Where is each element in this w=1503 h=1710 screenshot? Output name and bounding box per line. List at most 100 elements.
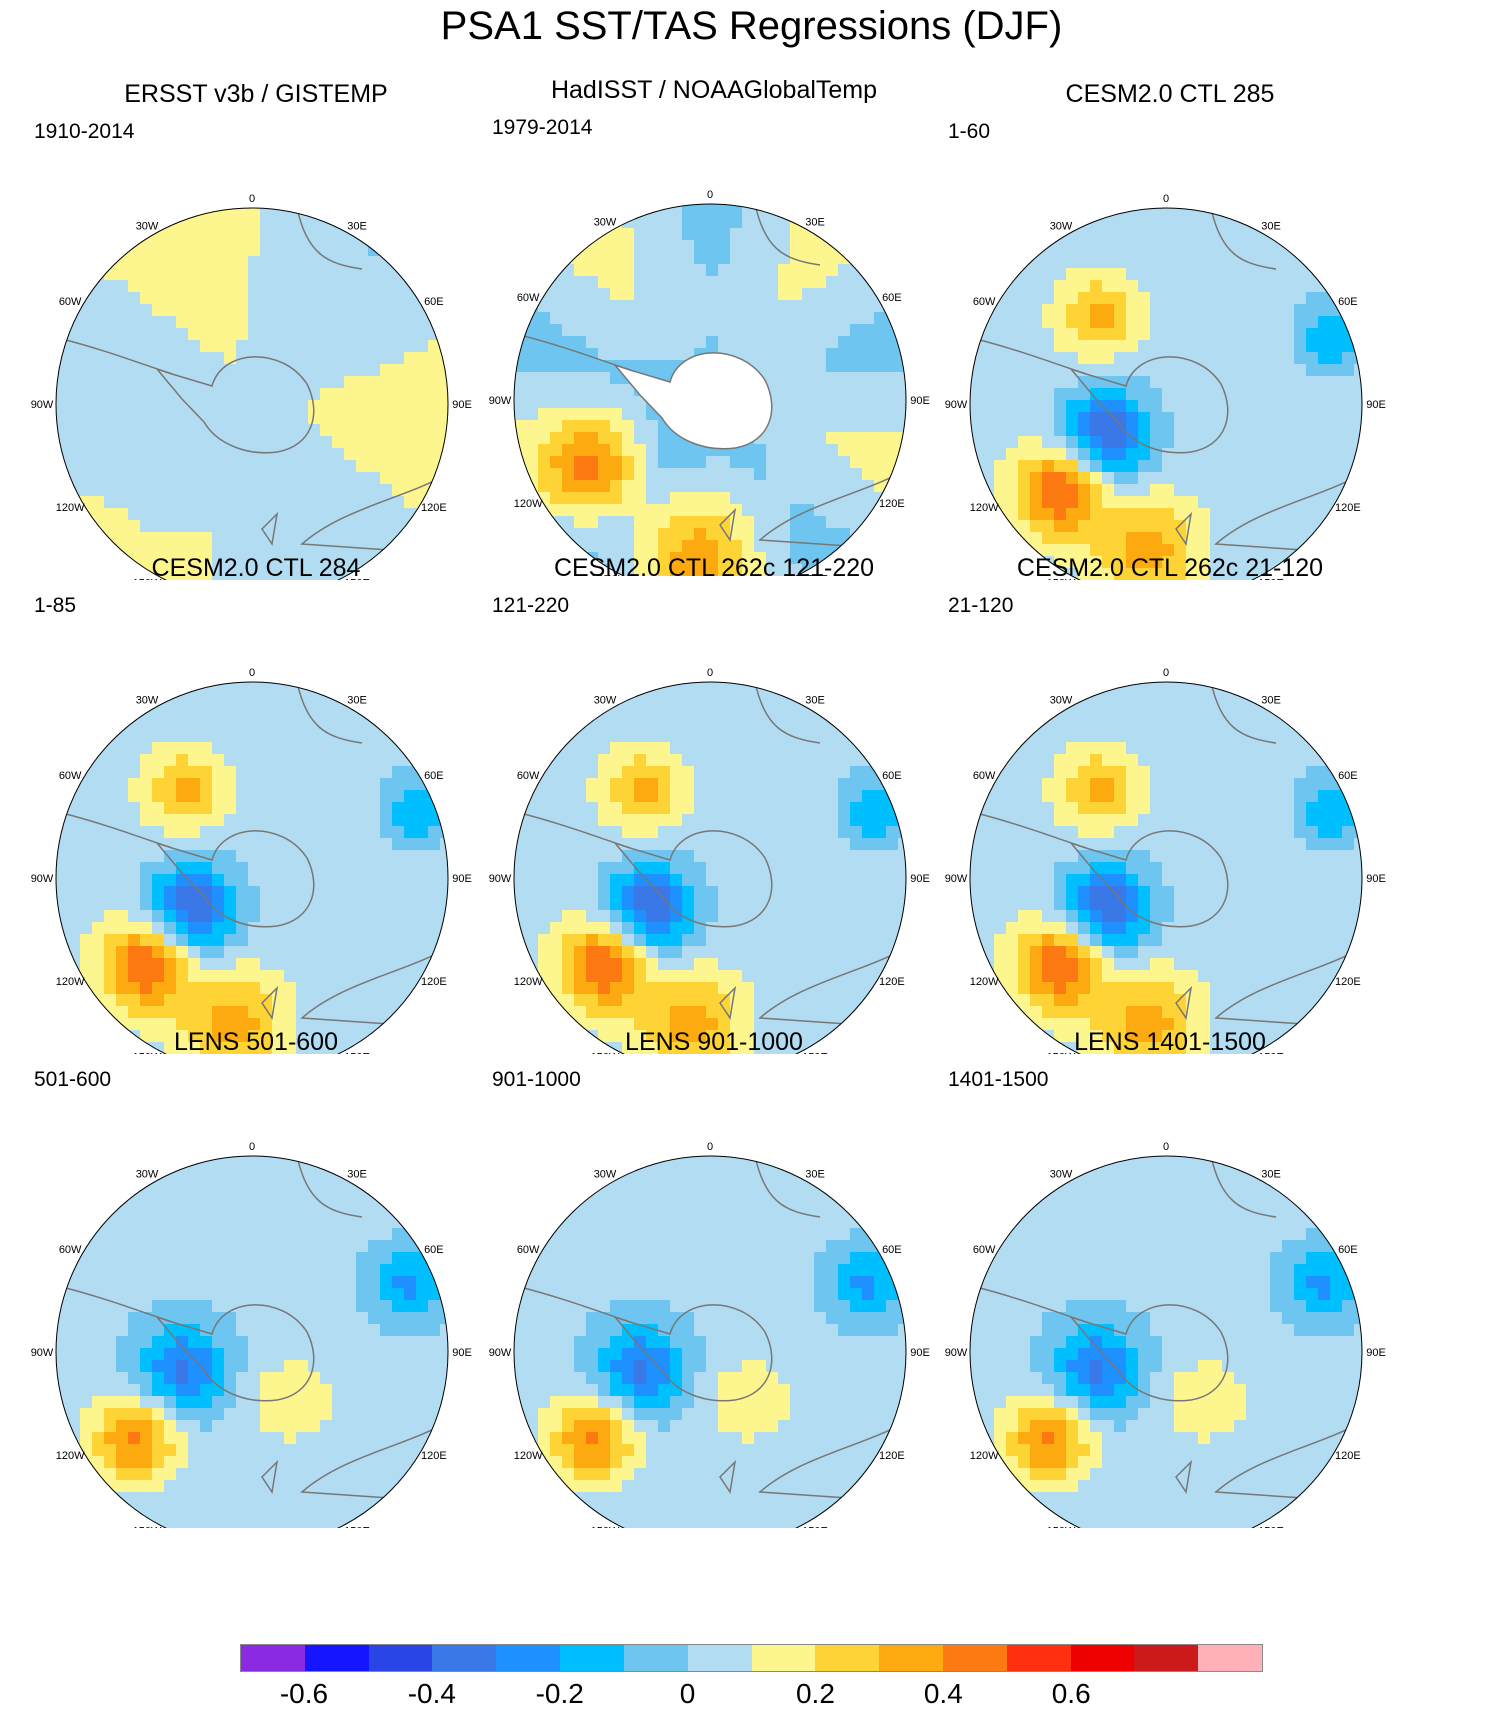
field-cell bbox=[1054, 400, 1067, 413]
field-cell bbox=[284, 400, 297, 413]
field-cell bbox=[790, 480, 803, 493]
field-cell bbox=[754, 528, 767, 541]
field-cell bbox=[428, 400, 441, 413]
field-cell bbox=[176, 352, 189, 365]
field-cell bbox=[212, 790, 225, 803]
field-cell bbox=[380, 862, 393, 875]
field-cell bbox=[332, 460, 345, 473]
field-cell bbox=[874, 682, 887, 695]
field-cell bbox=[706, 504, 719, 517]
field-cell bbox=[296, 292, 309, 305]
field-cell bbox=[610, 862, 623, 875]
coastline bbox=[61, 812, 173, 849]
field-cell bbox=[574, 814, 587, 827]
field-cell bbox=[1174, 268, 1187, 281]
field-cell bbox=[730, 826, 743, 839]
field-cell bbox=[368, 520, 381, 533]
field-cell bbox=[272, 328, 285, 341]
field-cell bbox=[658, 564, 671, 576]
field-cell bbox=[224, 304, 237, 317]
field-cell bbox=[790, 420, 803, 433]
field-cell bbox=[1306, 292, 1319, 305]
field-cell bbox=[1198, 436, 1211, 449]
field-cell bbox=[1018, 304, 1031, 317]
field-cell bbox=[802, 838, 815, 851]
field-cell bbox=[778, 778, 791, 791]
field-cell bbox=[272, 472, 285, 485]
field-cell bbox=[284, 292, 297, 305]
field-cell bbox=[574, 694, 587, 707]
field-cell bbox=[1162, 292, 1175, 305]
field-cell bbox=[308, 814, 321, 827]
field-cell bbox=[1054, 508, 1067, 521]
field-cell bbox=[586, 408, 599, 421]
field-cell bbox=[332, 862, 345, 875]
field-cell bbox=[1306, 244, 1319, 257]
field-cell bbox=[68, 994, 81, 1007]
field-cell bbox=[152, 874, 165, 887]
field-cell bbox=[874, 826, 887, 839]
field-cell bbox=[188, 340, 201, 353]
field-cell bbox=[814, 718, 827, 731]
field-cell bbox=[658, 336, 671, 349]
polar-map: 030E60E90E120E150E180150W120W90W60W30W bbox=[31, 667, 472, 1054]
field-cell bbox=[694, 492, 707, 505]
field-cell bbox=[80, 850, 93, 863]
field-cell bbox=[260, 718, 273, 731]
field-cell bbox=[356, 1018, 369, 1031]
field-cell bbox=[248, 328, 261, 341]
field-cell bbox=[682, 204, 695, 217]
field-cell bbox=[80, 958, 93, 971]
field-cell bbox=[802, 540, 815, 553]
field-cell bbox=[308, 556, 321, 569]
field-cell bbox=[56, 376, 69, 389]
field-cell bbox=[224, 814, 237, 827]
field-cell bbox=[1234, 280, 1247, 293]
field-cell bbox=[116, 304, 129, 317]
field-cell bbox=[1282, 544, 1295, 557]
field-cell bbox=[236, 376, 249, 389]
field-cell bbox=[344, 352, 357, 365]
field-cell bbox=[392, 862, 405, 875]
field-cell bbox=[224, 874, 237, 887]
field-cell bbox=[1174, 484, 1187, 497]
field-cell bbox=[320, 874, 333, 887]
field-cell bbox=[982, 412, 995, 425]
field-cell bbox=[428, 460, 441, 473]
field-cell bbox=[1198, 556, 1211, 569]
field-cell bbox=[260, 556, 273, 569]
field-cell bbox=[766, 504, 779, 517]
field-cell bbox=[1318, 328, 1331, 341]
field-cell bbox=[574, 384, 587, 397]
field-cell bbox=[332, 898, 345, 911]
field-cell bbox=[862, 264, 875, 277]
field-cell bbox=[574, 204, 587, 217]
field-cell bbox=[526, 444, 539, 457]
field-cell bbox=[92, 376, 105, 389]
field-cell bbox=[826, 468, 839, 481]
field-cell bbox=[344, 862, 357, 875]
field-cell bbox=[404, 436, 417, 449]
field-cell bbox=[1258, 376, 1271, 389]
field-cell bbox=[104, 730, 117, 743]
field-cell bbox=[598, 742, 611, 755]
field-cell bbox=[296, 1006, 309, 1019]
field-cell bbox=[320, 268, 333, 281]
field-cell bbox=[598, 874, 611, 887]
field-cell bbox=[296, 340, 309, 353]
field-cell bbox=[694, 264, 707, 277]
field-cell bbox=[416, 922, 429, 935]
field-cell bbox=[754, 706, 767, 719]
field-cell bbox=[140, 862, 153, 875]
field-cell bbox=[1126, 220, 1139, 233]
field-cell bbox=[622, 790, 635, 803]
field-cell bbox=[356, 400, 369, 413]
field-cell bbox=[1018, 484, 1031, 497]
field-cell bbox=[332, 268, 345, 281]
field-cell bbox=[344, 376, 357, 389]
field-cell bbox=[1090, 448, 1103, 461]
field-cell bbox=[1174, 412, 1187, 425]
field-cell bbox=[862, 838, 875, 851]
field-cell bbox=[1258, 472, 1271, 485]
field-cell bbox=[1150, 232, 1163, 245]
